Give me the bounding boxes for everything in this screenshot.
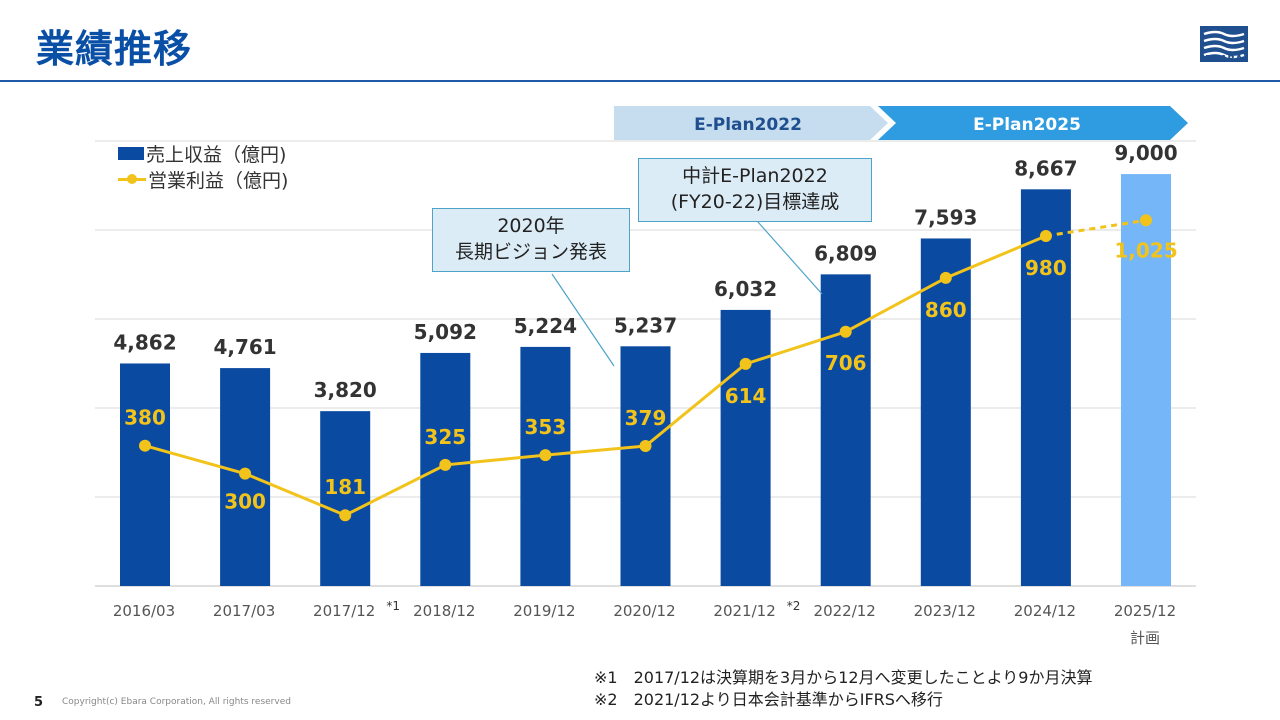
- profit-label: 379: [625, 406, 667, 430]
- bar-series: [120, 174, 1171, 587]
- profit-point: [1140, 214, 1152, 227]
- x-tick-label: 2025/12: [1114, 602, 1176, 620]
- callout-vision-line2: 長期ビジョン発表: [454, 241, 607, 263]
- profit-point: [439, 458, 452, 471]
- bar: [920, 238, 971, 586]
- page-title: 業績推移: [36, 27, 193, 71]
- bar: [120, 363, 170, 586]
- bar-label: 3,820: [314, 378, 377, 402]
- banner-eplan2025-label: E-Plan2025: [973, 115, 1081, 135]
- x-tick-label: 2017/03: [213, 602, 275, 620]
- x-tick-label: 2017/12: [313, 602, 375, 620]
- callout-vision: 2020年 長期ビジョン発表: [432, 208, 630, 272]
- footnote-2: ※2 2021/12より日本会計基準からIFRSへ移行: [594, 690, 943, 709]
- profit-label: 380: [124, 406, 166, 430]
- bar-label: 9,000: [1114, 141, 1177, 165]
- x-tick-label: 2020/12: [613, 602, 675, 620]
- profit-point: [839, 325, 852, 338]
- legend-item-sales: 売上収益（億円): [118, 140, 288, 166]
- profit-label: 706: [825, 351, 867, 375]
- profit-label: 980: [1025, 256, 1067, 280]
- bar: [320, 411, 371, 586]
- footnote-1: ※1 2017/12は決算期を3月から12月へ変更したことより9か月決算: [594, 668, 1093, 687]
- bar-label: 8,667: [1014, 156, 1077, 180]
- page-number: 5: [34, 695, 44, 710]
- profit-point: [139, 439, 151, 452]
- bar: [520, 346, 571, 586]
- legend-profit-label: 営業利益（億円): [148, 169, 289, 192]
- x-tick-label: 2021/12: [713, 602, 775, 620]
- x-tick-label: 2018/12: [413, 602, 475, 620]
- profit-line-plan: [1045, 218, 1147, 238]
- bar-value-labels: 4,862 4,761 3,820 5,092 5,224 5,237 6,032 6,809…: [113, 141, 1177, 402]
- profit-point: [539, 449, 552, 462]
- profit-label: 614: [725, 384, 767, 408]
- bar-label: 7,593: [914, 205, 977, 229]
- x-tick-label: 2016/03: [113, 602, 175, 620]
- legend: 売上収益（億円) 営業利益（億円): [118, 140, 288, 192]
- callout-eplan-line2: (FY20-22)目標達成: [670, 191, 840, 213]
- x-tick-mark: *2: [787, 599, 801, 613]
- bar-label: 6,032: [714, 277, 777, 301]
- line-value-labels: 380 300 181 325 353 379 614 706 860 980 1,025: [124, 238, 1178, 513]
- bar: [720, 309, 771, 586]
- x-tick-label: 2024/12: [1014, 602, 1076, 620]
- profit-label: 325: [424, 425, 466, 449]
- callout-vision-line1: 2020年: [497, 215, 565, 237]
- profit-point: [239, 467, 252, 480]
- bar-label: 5,092: [414, 320, 477, 344]
- title-divider: [0, 80, 1280, 82]
- x-axis: 2016/03 2017/03 2017/12 *1 2018/12 2019/12 202…: [113, 599, 1176, 647]
- profit-point: [739, 357, 752, 370]
- banner-eplan2022-label: E-Plan2022: [694, 115, 802, 135]
- bar-label: 5,237: [614, 313, 677, 337]
- profit-label: 353: [525, 415, 567, 439]
- legend-line-swatch: [118, 170, 146, 188]
- legend-item-profit: 営業利益（億円): [118, 166, 288, 192]
- profit-label: 1,025: [1114, 238, 1177, 262]
- x-tick-label: 2023/12: [914, 602, 976, 620]
- bar-label: 5,224: [514, 314, 577, 338]
- banner-eplan2022: [614, 106, 888, 140]
- bar: [1121, 174, 1171, 586]
- logo-text: EBARA: [1205, 54, 1243, 65]
- bar-label: 4,761: [213, 335, 276, 359]
- bar-label: 6,809: [814, 241, 877, 265]
- line-series: [139, 214, 1152, 522]
- banner-eplan2025: [878, 106, 1188, 140]
- bar: [1020, 189, 1071, 587]
- profit-label: 860: [925, 298, 967, 322]
- bar: [620, 346, 671, 586]
- ebara-logo-icon: [1200, 26, 1248, 62]
- x-tick-sublabel: 計画: [1130, 629, 1160, 647]
- callout-pointer-eplan: [757, 221, 823, 295]
- callout-eplan: 中計E-Plan2022 (FY20-22)目標達成: [638, 158, 872, 222]
- copyright: Copyright(c) Ebara Corporation, All righ…: [62, 697, 291, 707]
- profit-point: [339, 509, 352, 522]
- x-tick-label: 2022/12: [814, 602, 876, 620]
- profit-point: [639, 440, 652, 453]
- profit-point: [1039, 229, 1052, 242]
- callout-pointer-vision: [551, 273, 615, 367]
- bar-label: 4,862: [113, 330, 176, 354]
- legend-bar-swatch: [118, 146, 144, 160]
- x-tick-label: 2019/12: [513, 602, 575, 620]
- profit-label: 300: [224, 490, 266, 514]
- profit-label: 181: [324, 475, 366, 499]
- legend-sales-label: 売上収益（億円): [146, 143, 287, 166]
- x-tick-mark: *1: [386, 599, 400, 613]
- callout-eplan-line1: 中計E-Plan2022: [682, 165, 828, 187]
- profit-line: [144, 234, 1047, 517]
- profit-point: [939, 271, 952, 284]
